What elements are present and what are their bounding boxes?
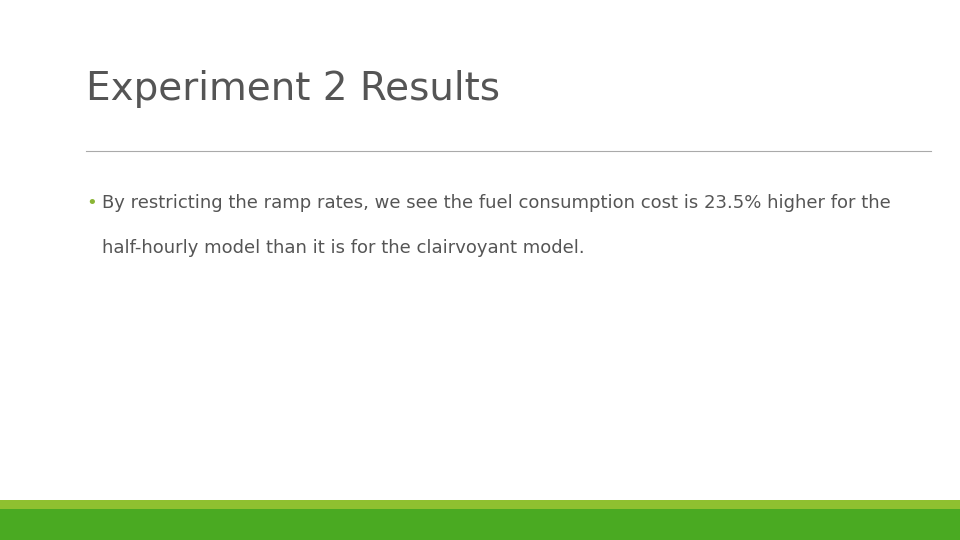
Text: •: •: [86, 194, 97, 212]
Text: Experiment 2 Results: Experiment 2 Results: [86, 70, 500, 108]
Text: By restricting the ramp rates, we see the fuel consumption cost is 23.5% higher : By restricting the ramp rates, we see th…: [102, 194, 891, 212]
Text: half-hourly model than it is for the clairvoyant model.: half-hourly model than it is for the cla…: [102, 239, 585, 256]
